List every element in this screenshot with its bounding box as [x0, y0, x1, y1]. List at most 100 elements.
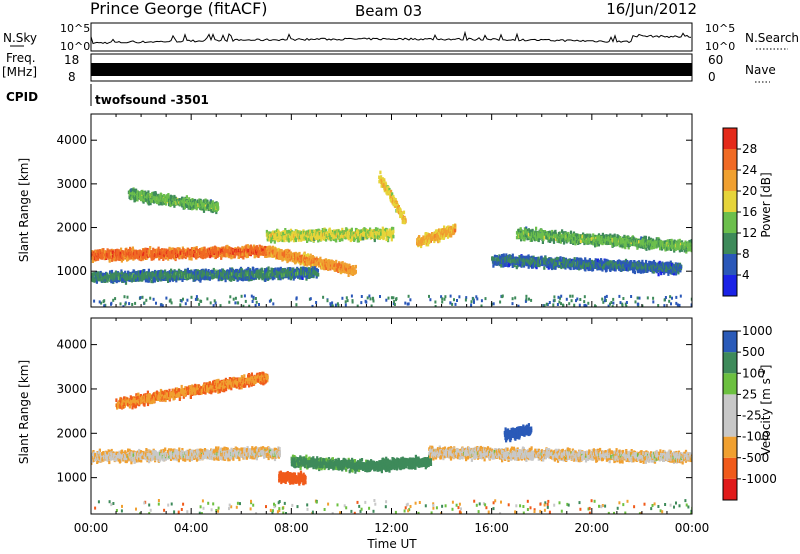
echo-cell: [552, 238, 555, 243]
echo-cell: [120, 259, 123, 263]
echo-cell: [150, 199, 153, 203]
echo-cell: [221, 254, 224, 258]
echo-cell: [115, 256, 118, 261]
echo-cell: [190, 257, 193, 261]
echo-cell: [214, 249, 217, 253]
echo-cell: [403, 219, 406, 224]
echo-cell: [211, 251, 214, 256]
echo-cell: [134, 252, 138, 256]
echo-cell: [217, 246, 220, 251]
echo-cell: [523, 237, 526, 242]
noise-left-tick-top: 10^5: [60, 22, 90, 35]
echo-cell: [118, 255, 121, 259]
echo-cell: [226, 252, 229, 257]
echo-cell: [402, 210, 406, 215]
echo-cell: [454, 223, 457, 228]
nave-right-tick-bottom: 0: [708, 70, 716, 84]
echo-cell: [130, 255, 133, 259]
echo-cell: [228, 252, 231, 256]
nave-right-tick-top: 60: [708, 53, 723, 67]
echo-cell: [153, 248, 156, 253]
echo-cell: [335, 238, 338, 243]
echo-cell: [204, 255, 207, 259]
echo-cell: [226, 244, 229, 249]
echo-cell: [147, 252, 150, 257]
echo-cell: [168, 255, 171, 259]
echo-cell: [167, 257, 170, 261]
echo-cell: [270, 239, 273, 244]
echo-cell: [535, 226, 538, 231]
echo-cell: [362, 236, 365, 241]
echo-cell: [144, 256, 147, 260]
nave-label: Nave: [745, 63, 776, 77]
echo-cell: [119, 251, 122, 256]
echo-cell: [208, 251, 211, 255]
frequency-panel: Freq. [MHz] 18 8 60 0 Nave: [2, 51, 776, 84]
echo-cell: [133, 255, 136, 260]
echo-cell: [347, 236, 350, 241]
echo-cell: [284, 230, 287, 234]
echo-cell: [179, 254, 182, 259]
echo-cell: [131, 246, 134, 251]
echo-cell: [454, 228, 457, 233]
echo-cell: [379, 170, 382, 175]
echo-cell: [164, 249, 167, 254]
echo-cell: [220, 256, 223, 260]
echo-cell: [179, 251, 182, 255]
beam-label: Beam 03: [355, 2, 422, 20]
echo-cell: [184, 255, 187, 260]
echo-cell: [170, 255, 173, 260]
echo-cell: [149, 246, 152, 250]
noise-trace: [90, 30, 692, 47]
freq-left-tick-bottom: 8: [68, 70, 76, 84]
echo-cell: [185, 195, 188, 199]
noise-right-tick-bottom: 10^0: [705, 40, 735, 53]
echo-cell: [205, 254, 209, 258]
echo-cell: [200, 247, 203, 251]
echo-cell: [145, 256, 149, 260]
echo-cell: [97, 257, 100, 261]
echo-cell: [127, 257, 130, 261]
echo-cell: [195, 250, 199, 255]
echo-cell: [170, 248, 173, 252]
echo-cell: [111, 250, 114, 254]
echo-cell: [152, 247, 155, 252]
echo-cell: [120, 254, 123, 258]
freq-label-line1: Freq.: [6, 51, 36, 65]
freq-left-tick-top: 18: [64, 53, 79, 67]
echo-cell: [108, 259, 111, 263]
cpid-program: twofsound -3501: [95, 93, 209, 107]
echo-cell: [222, 246, 225, 250]
noise-left-label: N.Sky: [3, 31, 37, 45]
noise-right-tick-top: 10^5: [705, 22, 735, 35]
echo-cell: [193, 246, 196, 251]
echo-cell: [114, 249, 117, 253]
power-echo-cells: [91, 170, 692, 307]
cpid-label: CPID: [6, 90, 38, 104]
echo-cell: [144, 247, 147, 252]
noise-panel-frame: [90, 22, 693, 52]
echo-cell: [253, 254, 256, 259]
echo-cell: [162, 257, 165, 261]
noise-right-label: N.Search: [745, 31, 799, 45]
frequency-trace: [91, 63, 692, 76]
date-label: 16/Jun/2012: [606, 0, 697, 18]
echo-cell: [210, 249, 213, 253]
echo-cell: [141, 256, 144, 260]
echo-cell: [106, 248, 109, 252]
echo-cell: [223, 248, 226, 253]
echo-cell: [137, 254, 140, 258]
echo-cell: [211, 247, 214, 251]
echo-cell: [281, 257, 284, 261]
echo-cell: [181, 255, 184, 260]
echo-cell: [215, 246, 218, 251]
echo-cell: [193, 253, 196, 258]
echo-cell: [192, 247, 195, 252]
echo-cell: [222, 252, 225, 257]
echo-cell: [129, 248, 132, 252]
echo-cell: [165, 248, 168, 253]
echo-cell: [212, 253, 215, 258]
noise-left-tick-bottom: 10^0: [60, 40, 90, 53]
echo-cell: [335, 259, 338, 264]
echo-cell: [537, 238, 540, 243]
